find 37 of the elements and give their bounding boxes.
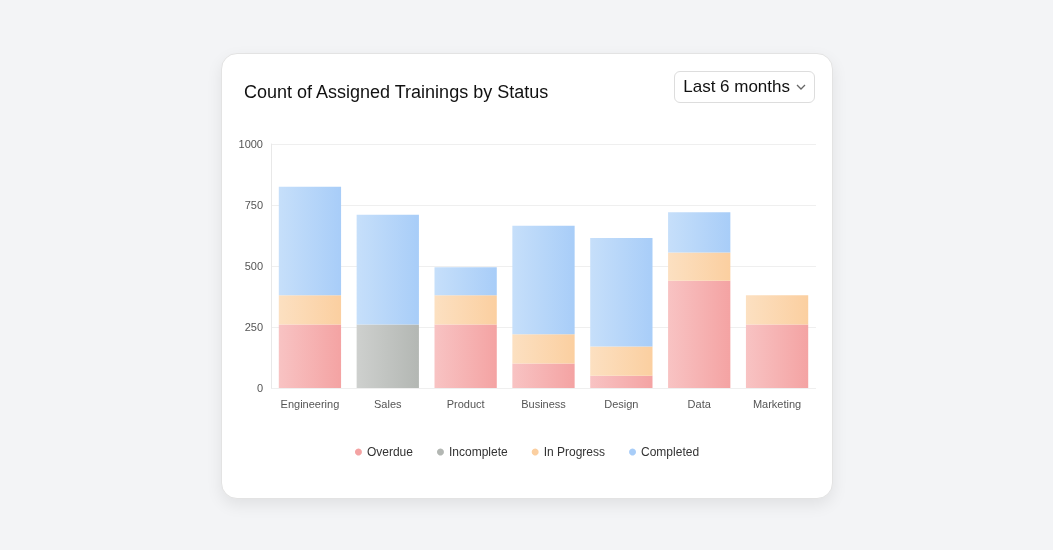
bar: [434, 267, 497, 296]
bar: [745, 295, 809, 325]
y-tick-label: 500: [244, 260, 263, 272]
y-tick-label: 250: [244, 321, 263, 333]
y-tick-label: 750: [244, 199, 263, 211]
bar: [668, 280, 731, 388]
bar: [512, 225, 575, 335]
legend-label: In Progress: [543, 445, 606, 459]
bar: [356, 324, 419, 388]
x-tick-label: Data: [687, 397, 712, 410]
bar: [590, 375, 653, 388]
bar: [668, 252, 731, 281]
x-tick-label: Marketing: [752, 397, 802, 410]
x-tick-label: Engineering: [280, 397, 340, 410]
x-tick-label: Business: [521, 397, 567, 410]
legend-label: Completed: [641, 445, 700, 459]
bar: [590, 237, 653, 347]
bar: [278, 295, 342, 325]
chart-title: Count of Assigned Trainings by Status: [244, 82, 549, 102]
bar: [590, 346, 653, 376]
bar: [512, 334, 575, 364]
bar: [278, 186, 342, 296]
bar: [434, 324, 497, 388]
x-tick-label: Design: [604, 397, 639, 410]
bar: [356, 214, 419, 325]
x-tick-label: Sales: [374, 397, 403, 410]
text: Last 6 months: [683, 77, 790, 97]
legend-label: Incomplete: [448, 445, 508, 459]
y-tick-label: 1000: [238, 138, 263, 150]
bar: [512, 363, 575, 388]
bar: [745, 324, 809, 388]
bar: [668, 212, 731, 253]
bar: [434, 295, 497, 325]
legend-label: Overdue: [366, 445, 414, 459]
x-tick-label: Product: [446, 397, 485, 410]
bar: [278, 324, 342, 388]
y-tick-label: 0: [256, 382, 263, 394]
